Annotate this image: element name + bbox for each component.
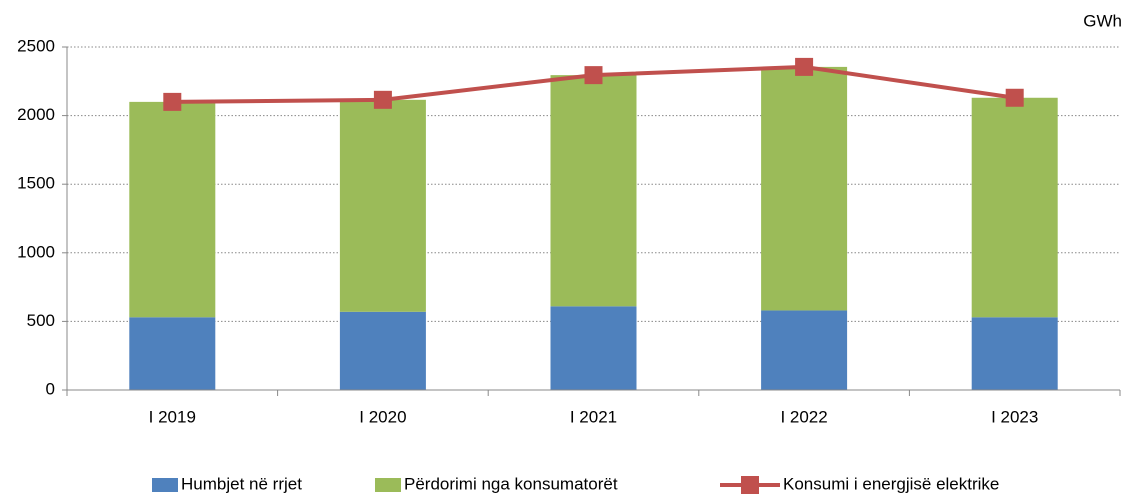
y-tick-label: 2000	[17, 105, 55, 124]
x-tick-label: I 2022	[780, 407, 827, 426]
legend-label: Humbjet në rrjet	[181, 474, 302, 493]
legend-swatch	[741, 476, 759, 494]
legend-label: Përdorimi nga konsumatorët	[404, 474, 618, 493]
marker	[795, 57, 814, 76]
marker	[1005, 88, 1024, 107]
y-tick-label: 1000	[17, 242, 55, 261]
legend-swatch	[375, 478, 401, 492]
x-tick-label: I 2020	[359, 407, 406, 426]
unit-label: GWh	[1083, 11, 1122, 30]
marker	[163, 92, 182, 111]
marker	[373, 90, 392, 109]
x-tick-label: I 2019	[149, 407, 196, 426]
bar	[129, 101, 216, 318]
legend-swatch	[152, 478, 178, 492]
bar	[761, 66, 848, 311]
bar	[129, 317, 216, 390]
bar	[550, 306, 637, 390]
x-tick-label: I 2023	[991, 407, 1038, 426]
bar	[339, 99, 426, 312]
y-tick-label: 1500	[17, 174, 55, 193]
y-tick-label: 0	[46, 379, 55, 398]
y-tick-label: 2500	[17, 36, 55, 55]
x-tick-label: I 2021	[570, 407, 617, 426]
bar	[339, 311, 426, 390]
marker	[584, 66, 603, 85]
legend-label: Konsumi i energjisë elektrike	[783, 474, 999, 493]
bar	[761, 310, 848, 390]
bar	[971, 97, 1058, 318]
y-tick-label: 500	[27, 311, 55, 330]
bar	[971, 317, 1058, 390]
bar	[550, 75, 637, 307]
